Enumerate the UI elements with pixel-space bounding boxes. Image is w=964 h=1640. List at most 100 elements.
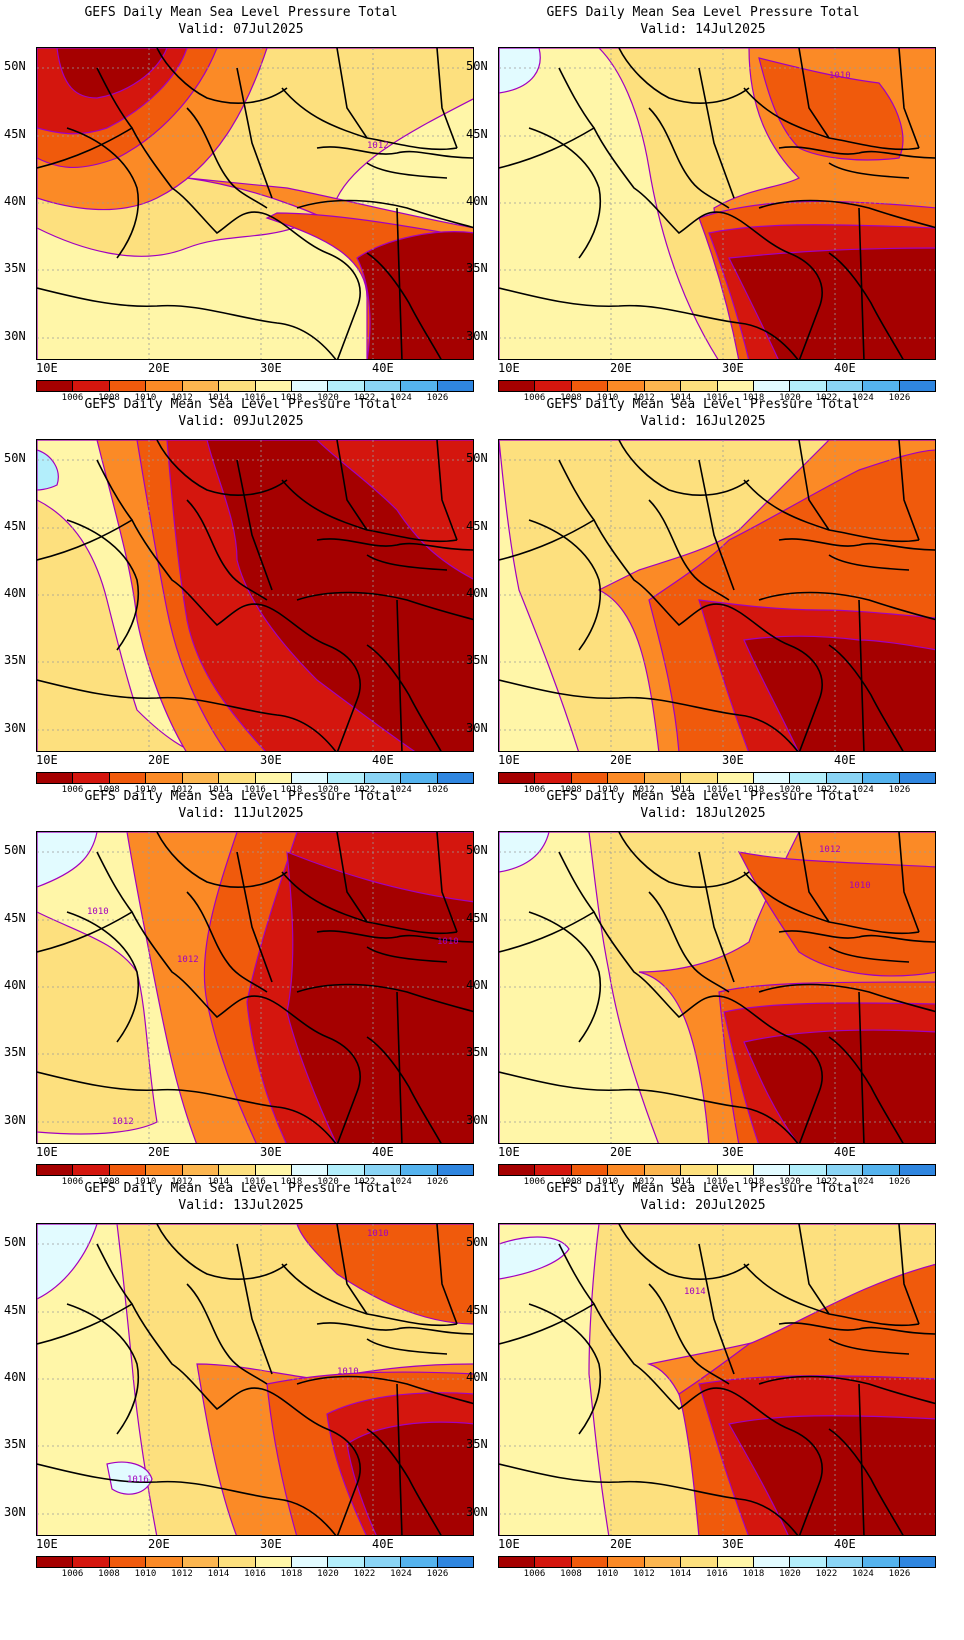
colorbar-swatch [109,1557,147,1567]
latitude-label: 35N [466,261,488,275]
colorbar-label: 1018 [280,1569,303,1579]
coastline [898,440,920,541]
latitude-label: 45N [4,1303,26,1317]
colorbar-swatch [255,1557,292,1567]
latitude-label: 50N [4,1235,26,1249]
latitude-label: 35N [466,653,488,667]
latitude-label: 40N [466,194,488,208]
latitude-label: 50N [466,1235,488,1249]
coastline [898,48,920,149]
coastline [296,983,473,1013]
panel-title: GEFS Daily Mean Sea Level Pressure Total… [0,4,482,38]
colorbar-label: 1010 [134,1569,157,1579]
coastline [778,146,935,159]
coastline [96,67,133,129]
colorbar-label: 1016 [244,785,266,795]
contour-label: 1016 [127,1475,149,1485]
colorbar-swatch [37,381,74,391]
colorbar-swatch [571,1557,609,1567]
colorbar-label: 1012 [633,1569,655,1579]
colorbar [36,380,474,392]
colorbar-swatch [291,1557,329,1567]
panel-title: GEFS Daily Mean Sea Level Pressure Total… [0,788,482,822]
latitude-label: 35N [466,1045,488,1059]
colorbar-swatch [826,1557,864,1567]
colorbar-swatch [255,773,292,783]
longitude-label: 20E [148,361,170,375]
latitude-label: 30N [466,721,488,735]
colorbar-label: 1024 [390,393,412,403]
coastline [858,991,865,1143]
coastline [156,48,288,104]
coastline [156,1224,288,1280]
map-title: GEFS Daily Mean Sea Level Pressure Total [84,5,398,20]
colorbar-swatch [291,1165,329,1175]
coastline [316,1322,473,1335]
coastline [778,930,935,943]
pressure-map [498,439,936,752]
colorbar-swatch [863,381,900,391]
colorbar-label: 1026 [888,1569,911,1579]
colorbar-label: 1022 [353,785,376,795]
valid-date: Valid: 14Jul2025 [640,22,766,37]
latitude-label: 40N [4,1370,26,1384]
contour-label: 1010 [87,907,109,917]
pressure-band [758,57,904,161]
colorbar-label: 1008 [98,1569,120,1579]
colorbar-swatch [753,773,791,783]
coastline [758,1375,935,1405]
longitude-label: 20E [610,1537,632,1551]
coastline [558,1243,595,1305]
coastline [66,1303,140,1435]
contour-label: 1010 [849,881,871,891]
colorbar [498,1164,936,1176]
colorbar-label: 1026 [888,1177,911,1187]
colorbar-swatch [73,1165,110,1175]
colorbar-swatch [437,1557,474,1567]
colorbar-swatch [437,1165,474,1175]
contour-label: 1012 [367,141,389,151]
colorbar-label: 1006 [523,1177,546,1187]
colorbar-swatch [571,381,609,391]
latitude-label: 45N [466,911,488,925]
colorbar-label: 1024 [852,1569,874,1579]
colorbar-swatch [681,1165,718,1175]
latitude-label: 35N [4,1437,26,1451]
pressure-band [286,851,473,1143]
latitude-label: 30N [4,329,26,343]
colorbar-label: 1008 [560,785,582,795]
colorbar-swatch [401,1557,438,1567]
coastline [798,1224,830,1315]
colorbar-label: 1012 [171,785,193,795]
colorbar-swatch [37,773,74,783]
longitude-label: 30E [260,1537,282,1551]
coastline [186,499,268,601]
coastline [758,199,935,229]
coastline [37,287,337,359]
pressure-band [737,851,935,977]
panel-title: GEFS Daily Mean Sea Level Pressure Total… [0,1180,482,1214]
map-canvas [37,440,473,751]
colorbar-swatch [328,773,365,783]
longitude-label: 40E [834,753,856,767]
colorbar-swatch [863,773,900,783]
colorbar-swatch [717,773,754,783]
colorbar-label: 1018 [742,785,765,795]
colorbar-swatch [146,1165,183,1175]
latitude-label: 40N [466,978,488,992]
colorbar-swatch [109,1165,147,1175]
colorbar-label: 1024 [390,1569,412,1579]
coastline [37,1463,337,1535]
colorbar-label: 1026 [888,393,911,403]
colorbar-swatch [899,1165,936,1175]
latitude-label: 45N [466,1303,488,1317]
coastline [798,440,830,531]
colorbar-swatch [608,1165,645,1175]
coastline [436,1224,458,1325]
colorbar-swatch [182,773,220,783]
pressure-band [728,247,935,359]
coastline [66,911,140,1043]
colorbar-label: 1012 [171,393,193,403]
colorbar-swatch [826,381,864,391]
coastline [618,48,750,104]
